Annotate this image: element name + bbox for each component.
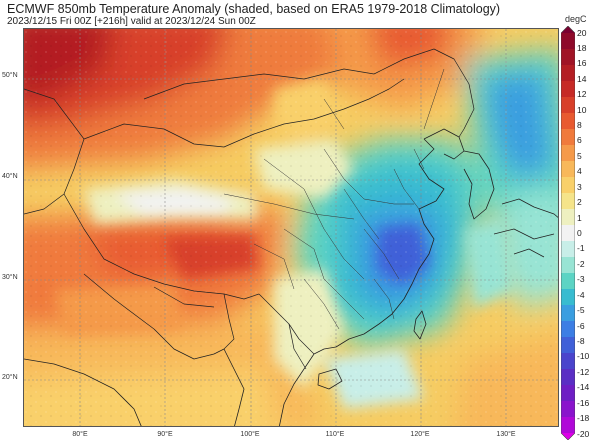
colorbar-tick-label: 14 [577,73,587,84]
colorbar-segment [561,145,575,162]
colorbar-tick-label: -16 [577,397,590,408]
colorbar-segment [561,129,575,146]
colorbar-tick-label: -18 [577,413,590,424]
colorbar-segment [561,97,575,114]
colorbar-tick-label: 1 [577,212,582,223]
colorbar-tick-label: 10 [577,104,587,115]
colorbar-tick-label: 16 [577,58,587,69]
colorbar-tick-label: -2 [577,258,585,269]
colorbar-tick-label: 3 [577,181,582,192]
colorbar-tick-label: -1 [577,243,585,254]
colorbar-segment [561,273,575,290]
colorbar-tick-label: 4 [577,166,582,177]
colorbar-tick-label: -8 [577,335,585,346]
lon-label-80e: 80°E [72,431,88,438]
map-title: ECMWF 850mb Temperature Anomaly (shaded,… [7,2,501,16]
country-borders [24,48,475,370]
colorbar-segment [561,177,575,194]
colorbar-segment [561,305,575,322]
colorbar-tick-label: -5 [577,305,585,316]
anomaly-map-canvas [24,29,558,426]
colorbar-unit: degC [565,14,587,24]
colorbar [561,26,575,440]
colorbar-segment [561,401,575,418]
colorbar-segment [561,81,575,98]
coastlines [24,128,558,426]
colorbar-segment [561,321,575,338]
colorbar-tick-label: 0 [577,228,582,238]
colorbar-segment [561,33,575,50]
colorbar-tick-label: 12 [577,89,587,100]
colorbar-segment [561,289,575,306]
colorbar-segment [561,161,575,178]
colorbar-segment [561,193,575,210]
lon-label-120e: 120°E [410,431,430,438]
colorbar-segment [561,65,575,82]
lat-label-40n: 40°N [2,173,18,180]
colorbar-segment [561,369,575,386]
colorbar-bottom-extension [561,433,575,440]
colorbar-segment [561,241,575,258]
anomaly-map [23,28,559,427]
colorbar-tick-label: 2 [577,197,582,208]
colorbar-tick-label: -4 [577,289,585,300]
lat-label-50n: 50°N [2,72,18,79]
colorbar-tick-label: 18 [577,42,587,53]
colorbar-top-extension [561,26,575,33]
colorbar-tick-label: -12 [577,366,590,377]
lon-label-110e: 110°E [325,431,345,438]
colorbar-segment [561,417,575,434]
lat-label-20n: 20°N [2,374,18,381]
colorbar-tick-label: 20 [577,27,587,38]
colorbar-tick-label: 5 [577,150,582,161]
province-borders [223,68,445,330]
lon-label-100e: 100°E [240,431,260,438]
colorbar-tick-label: -6 [577,320,585,331]
colorbar-segment [561,113,575,130]
lat-label-30n: 30°N [2,274,18,281]
colorbar-segment [561,385,575,402]
field-texture [24,29,558,426]
colorbar-tick-label: -3 [577,274,585,285]
colorbar-segment [561,257,575,274]
colorbar-tick-label: -14 [577,382,590,393]
map-subtitle: 2023/12/15 Fri 00Z [+216h] valid at 2023… [7,16,256,27]
colorbar-segment [561,353,575,370]
colorbar-segment [561,225,575,242]
lon-label-130e: 130°E [496,431,516,438]
colorbar-tick-label: 6 [577,135,582,146]
lon-label-90e: 90°E [157,431,173,438]
colorbar-segment [561,209,575,226]
colorbar-segment [561,49,575,66]
colorbar-tick-label: -10 [577,351,590,362]
colorbar-segment [561,337,575,354]
colorbar-tick-label: 8 [577,120,582,131]
colorbar-tick-label: -20 [577,428,590,439]
